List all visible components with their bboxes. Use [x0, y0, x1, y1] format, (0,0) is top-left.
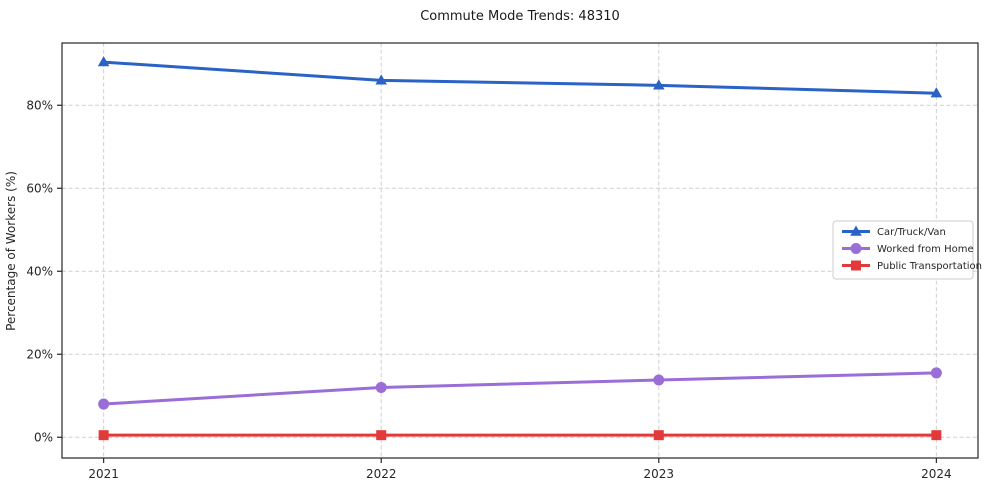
line-worked-from-home	[102, 371, 938, 406]
x-tick-label: 2023	[644, 467, 675, 481]
triangle-marker	[652, 79, 665, 90]
series-worked-from-home	[98, 367, 942, 410]
y-axis-title: Percentage of Workers (%)	[4, 171, 18, 331]
gridlines	[62, 43, 978, 458]
legend-label: Worked from Home	[877, 244, 974, 255]
legend-label: Public Transportation	[877, 261, 982, 272]
circle-marker	[98, 398, 110, 410]
legend-item-public-transportation: Public Transportation	[842, 260, 982, 272]
plot-border	[61, 42, 979, 459]
circle-marker	[930, 367, 942, 379]
chart-title: Commute Mode Trends: 48310	[420, 9, 620, 24]
triangle-marker	[850, 225, 862, 236]
square-marker	[376, 430, 387, 441]
triangle-marker	[97, 56, 110, 67]
square-marker	[851, 260, 861, 271]
y-tick-label: 0%	[34, 430, 53, 444]
axes: 0% 20% 40% 60% 80% 2021 2022 2023 2024	[26, 42, 979, 481]
x-tick-label: 2024	[921, 467, 952, 481]
y-tick-label: 60%	[26, 181, 53, 195]
y-tick-label: 40%	[26, 264, 53, 278]
legend-item-car-truck-van: Car/Truck/Van	[842, 225, 946, 238]
line-car-truck-van	[102, 60, 938, 95]
series-layer	[97, 56, 943, 441]
legend-label: Car/Truck/Van	[877, 227, 946, 238]
square-marker	[98, 430, 109, 441]
x-tick-label: 2021	[88, 467, 119, 481]
square-marker	[653, 430, 664, 441]
triangle-marker	[375, 74, 388, 85]
legend: Car/Truck/Van Worked from Home Public Tran…	[832, 220, 982, 280]
legend-item-worked-from-home: Worked from Home	[842, 243, 974, 255]
circle-marker	[375, 381, 387, 393]
y-tick-label: 80%	[26, 98, 53, 112]
series-car-truck-van	[97, 56, 943, 98]
triangle-marker	[930, 87, 943, 98]
square-marker	[931, 430, 942, 441]
circle-marker	[653, 374, 665, 386]
series-public-transportation	[98, 430, 942, 441]
circle-marker	[850, 243, 862, 254]
y-tick-label: 20%	[26, 347, 53, 361]
x-tick-label: 2022	[366, 467, 397, 481]
